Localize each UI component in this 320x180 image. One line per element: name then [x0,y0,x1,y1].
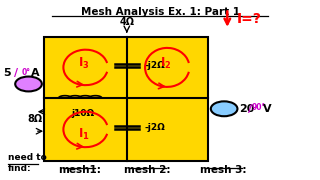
Bar [44,37,208,161]
Text: Mesh Analysis Ex. 1: Part 1: Mesh Analysis Ex. 1: Part 1 [81,7,240,17]
Text: 8Ω: 8Ω [28,114,43,124]
Text: -j2Ω: -j2Ω [144,61,165,70]
Text: mesh 3:: mesh 3: [200,165,247,175]
Text: /: / [14,68,19,78]
Text: $\mathbf{I_3}$: $\mathbf{I_3}$ [78,55,90,71]
Text: A: A [31,68,40,78]
Text: find:: find: [8,164,32,173]
Text: +: + [220,102,228,112]
Text: −: − [219,105,229,118]
Text: /: / [248,104,252,114]
Text: V: V [263,104,271,114]
Text: 0°: 0° [21,68,30,77]
Text: $\mathbf{I_1}$: $\mathbf{I_1}$ [78,127,90,142]
Text: 20: 20 [239,104,255,114]
Text: j10Ω: j10Ω [71,109,94,118]
Text: 90°: 90° [251,103,266,112]
Text: mesh 2:: mesh 2: [124,165,171,175]
Text: mesh1:: mesh1: [58,165,101,175]
Text: need to: need to [8,153,47,162]
Circle shape [211,101,237,116]
Text: I=?: I=? [237,12,262,26]
Text: -j2Ω: -j2Ω [144,123,165,132]
Text: 4Ω: 4Ω [119,17,134,27]
Text: $\mathbf{I_2}$: $\mathbf{I_2}$ [160,55,172,71]
Circle shape [15,76,42,91]
Text: 5: 5 [4,68,11,78]
